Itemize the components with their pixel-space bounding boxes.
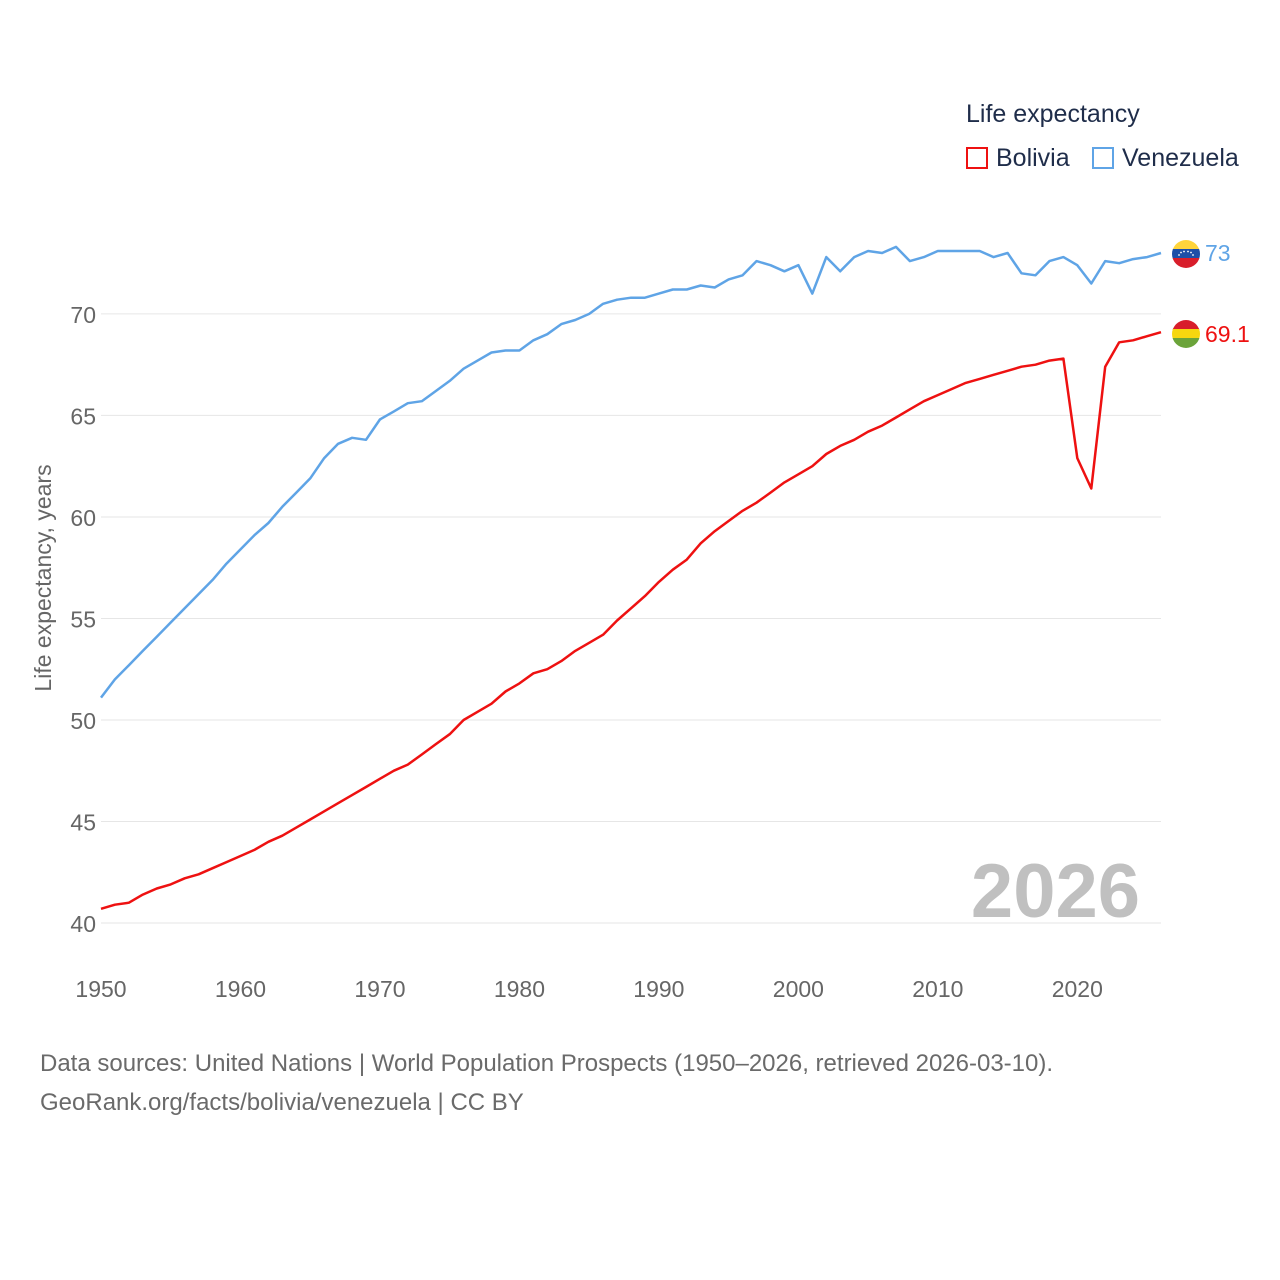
- y-tick-label: 45: [70, 809, 96, 835]
- x-tick-label: 1960: [215, 976, 266, 1002]
- end-value-label-bolivia: 69.1: [1205, 321, 1250, 347]
- x-tick-label: 1980: [494, 976, 545, 1002]
- x-tick-label: 2010: [912, 976, 963, 1002]
- y-tick-label: 55: [70, 606, 96, 632]
- legend-label-venezuela: Venezuela: [1122, 143, 1239, 172]
- source-line-2[interactable]: GeoRank.org/facts/bolivia/venezuela | CC…: [40, 1089, 524, 1116]
- end-value-label-venezuela: 73: [1205, 240, 1231, 266]
- legend-item-bolivia[interactable]: Bolivia: [966, 142, 1070, 174]
- legend-title: Life expectancy: [966, 100, 1140, 128]
- y-axis-title: Life expectancy, years: [30, 464, 56, 691]
- venezuela-flag-icon: [1172, 240, 1200, 268]
- x-tick-label: 1970: [354, 976, 405, 1002]
- x-tick-label: 2020: [1052, 976, 1103, 1002]
- legend-item-venezuela[interactable]: Venezuela: [1092, 142, 1239, 174]
- series-line-venezuela: [100, 245, 1162, 699]
- x-tick-label: 1990: [633, 976, 684, 1002]
- bolivia-flag-icon: [1172, 320, 1200, 348]
- source-line-1: Data sources: United Nations | World Pop…: [40, 1050, 1054, 1077]
- y-tick-label: 65: [70, 403, 96, 429]
- current-year-label: 2026: [970, 849, 1140, 934]
- y-tick-label: 70: [70, 302, 96, 328]
- source-note: Data sources: United Nations | World Pop…: [40, 1044, 1053, 1122]
- legend-swatch-bolivia: [966, 147, 988, 169]
- x-tick-label: 1950: [75, 976, 126, 1002]
- y-tick-label: 50: [70, 708, 96, 734]
- series-line-bolivia: [100, 330, 1162, 910]
- x-tick-label: 2000: [773, 976, 824, 1002]
- legend-label-bolivia: Bolivia: [996, 143, 1070, 172]
- y-tick-label: 40: [70, 911, 96, 937]
- y-tick-label: 60: [70, 505, 96, 531]
- legend-swatch-venezuela: [1092, 147, 1114, 169]
